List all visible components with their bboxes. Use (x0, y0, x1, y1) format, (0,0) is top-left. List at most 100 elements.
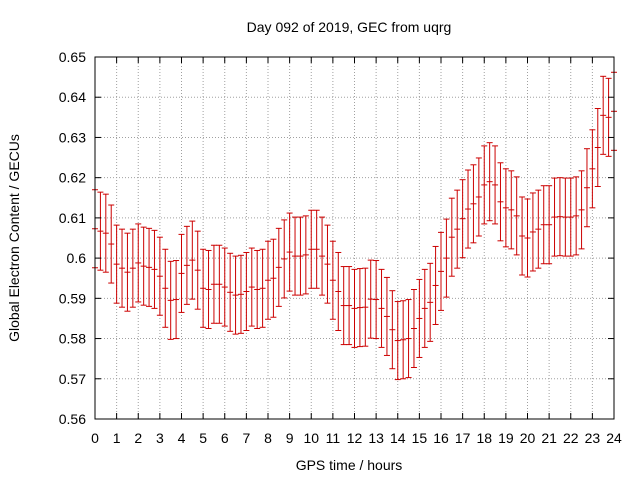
error-bar-point (324, 224, 331, 304)
error-bar-point (389, 290, 396, 370)
y-tick-label: 0.62 (59, 170, 86, 186)
error-bar-point (410, 288, 417, 369)
x-tick-label: 11 (326, 430, 341, 446)
error-bar-point (432, 245, 439, 325)
error-bar-point (210, 244, 217, 324)
error-bar-point (605, 77, 612, 157)
x-tick-label: 14 (390, 430, 406, 446)
error-bar-point (556, 177, 563, 257)
x-axis-label: GPS time / hours (296, 457, 403, 473)
y-axis-label: Global Electron Content / GECUs (6, 134, 22, 342)
x-tick-label: 19 (498, 430, 514, 446)
error-bar-point (329, 240, 336, 320)
y-tick-label: 0.63 (59, 129, 86, 145)
error-bar-point (356, 268, 363, 348)
error-bar-point (292, 216, 299, 296)
error-bar-point (221, 247, 228, 327)
error-bar-point (162, 248, 169, 328)
x-tick-label: 15 (412, 430, 428, 446)
x-tick-label: 1 (113, 430, 121, 446)
error-bar-point (589, 129, 596, 209)
error-bar-point (400, 300, 407, 380)
error-bar-point (248, 247, 255, 327)
error-bar-point (578, 170, 585, 250)
error-bar-point (227, 252, 234, 332)
error-bar-point (281, 219, 288, 299)
error-bar-point (313, 209, 320, 289)
error-bar-point (438, 231, 444, 311)
error-bar-point (470, 164, 477, 244)
error-bar-point (546, 185, 553, 265)
error-bar-point (297, 216, 304, 296)
x-tick-label: 5 (199, 430, 207, 446)
error-bar-point (319, 216, 326, 296)
error-bar-point (529, 192, 536, 272)
error-bar-point (481, 145, 488, 225)
x-tick-label: 7 (242, 430, 250, 446)
error-bar-point (156, 236, 163, 316)
error-bar-point (135, 223, 142, 303)
error-bar-point (129, 228, 136, 308)
error-bar-point (540, 185, 547, 265)
error-bar-point (486, 142, 493, 222)
error-bar-point (427, 262, 434, 342)
x-tick-label: 22 (563, 430, 579, 446)
error-bar-point (259, 248, 266, 328)
error-bar-point (194, 230, 201, 310)
error-bar-point (508, 170, 515, 250)
error-bar-point (346, 266, 353, 346)
x-tick-label: 13 (368, 430, 384, 446)
error-bar-point (286, 212, 293, 292)
error-bar-point (573, 176, 580, 256)
x-tick-label: 21 (541, 430, 557, 446)
error-bar-point (205, 249, 212, 329)
error-bar-point (189, 220, 196, 300)
error-bar-point (140, 226, 147, 306)
error-bar-point (216, 244, 223, 324)
y-tick-label: 0.59 (59, 290, 86, 306)
y-tick-label: 0.61 (59, 210, 86, 226)
error-bar-point (243, 251, 250, 332)
error-bar-point (562, 177, 569, 257)
error-bar-point (151, 229, 158, 309)
error-bar-point (524, 198, 531, 278)
x-tick-label: 3 (156, 430, 164, 446)
error-bar-point (405, 299, 412, 379)
error-bar-point (394, 301, 401, 381)
error-bar-point (367, 259, 374, 339)
error-bar-point (454, 189, 461, 269)
error-bar-point (475, 157, 482, 237)
error-bar-point (265, 240, 271, 320)
x-tick-label: 20 (520, 430, 536, 446)
error-bar-point (421, 268, 428, 348)
error-bar-point (497, 162, 504, 242)
x-tick-label: 23 (585, 430, 601, 446)
x-tick-label: 12 (347, 430, 363, 446)
error-bar-point (600, 75, 607, 155)
error-bar-point (146, 227, 153, 307)
error-bar-series (92, 71, 617, 381)
x-tick-label: 4 (178, 430, 186, 446)
error-bar-point (513, 176, 520, 256)
error-bar-point (237, 254, 244, 334)
error-bar-point (583, 148, 590, 228)
error-bar-point (254, 249, 261, 329)
error-bar-point (383, 276, 390, 356)
error-bar-point (492, 145, 499, 225)
x-tick-label: 24 (606, 430, 622, 446)
error-bar-point (351, 268, 358, 348)
error-bar-point (124, 232, 131, 312)
x-tick-label: 0 (91, 430, 99, 446)
x-tick-label: 8 (264, 430, 272, 446)
y-tick-label: 0.65 (59, 49, 86, 65)
error-bar-point (308, 209, 315, 289)
error-bar-point (275, 227, 282, 307)
error-bar-point (502, 168, 509, 248)
error-bar-point (102, 193, 109, 273)
grid-lines (95, 57, 614, 419)
error-bar-point (448, 197, 455, 277)
error-bar-point (416, 278, 423, 358)
y-tick-label: 0.6 (67, 250, 87, 266)
error-bar-point (335, 251, 342, 332)
